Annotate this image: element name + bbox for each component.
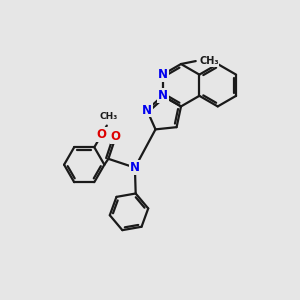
Text: CH₃: CH₃ [199,56,219,66]
Text: N: N [142,103,152,116]
Text: N: N [158,89,168,102]
Text: CH₃: CH₃ [99,112,117,121]
Text: N: N [130,161,140,174]
Text: O: O [97,128,107,141]
Text: N: N [158,68,168,81]
Text: O: O [111,130,121,143]
